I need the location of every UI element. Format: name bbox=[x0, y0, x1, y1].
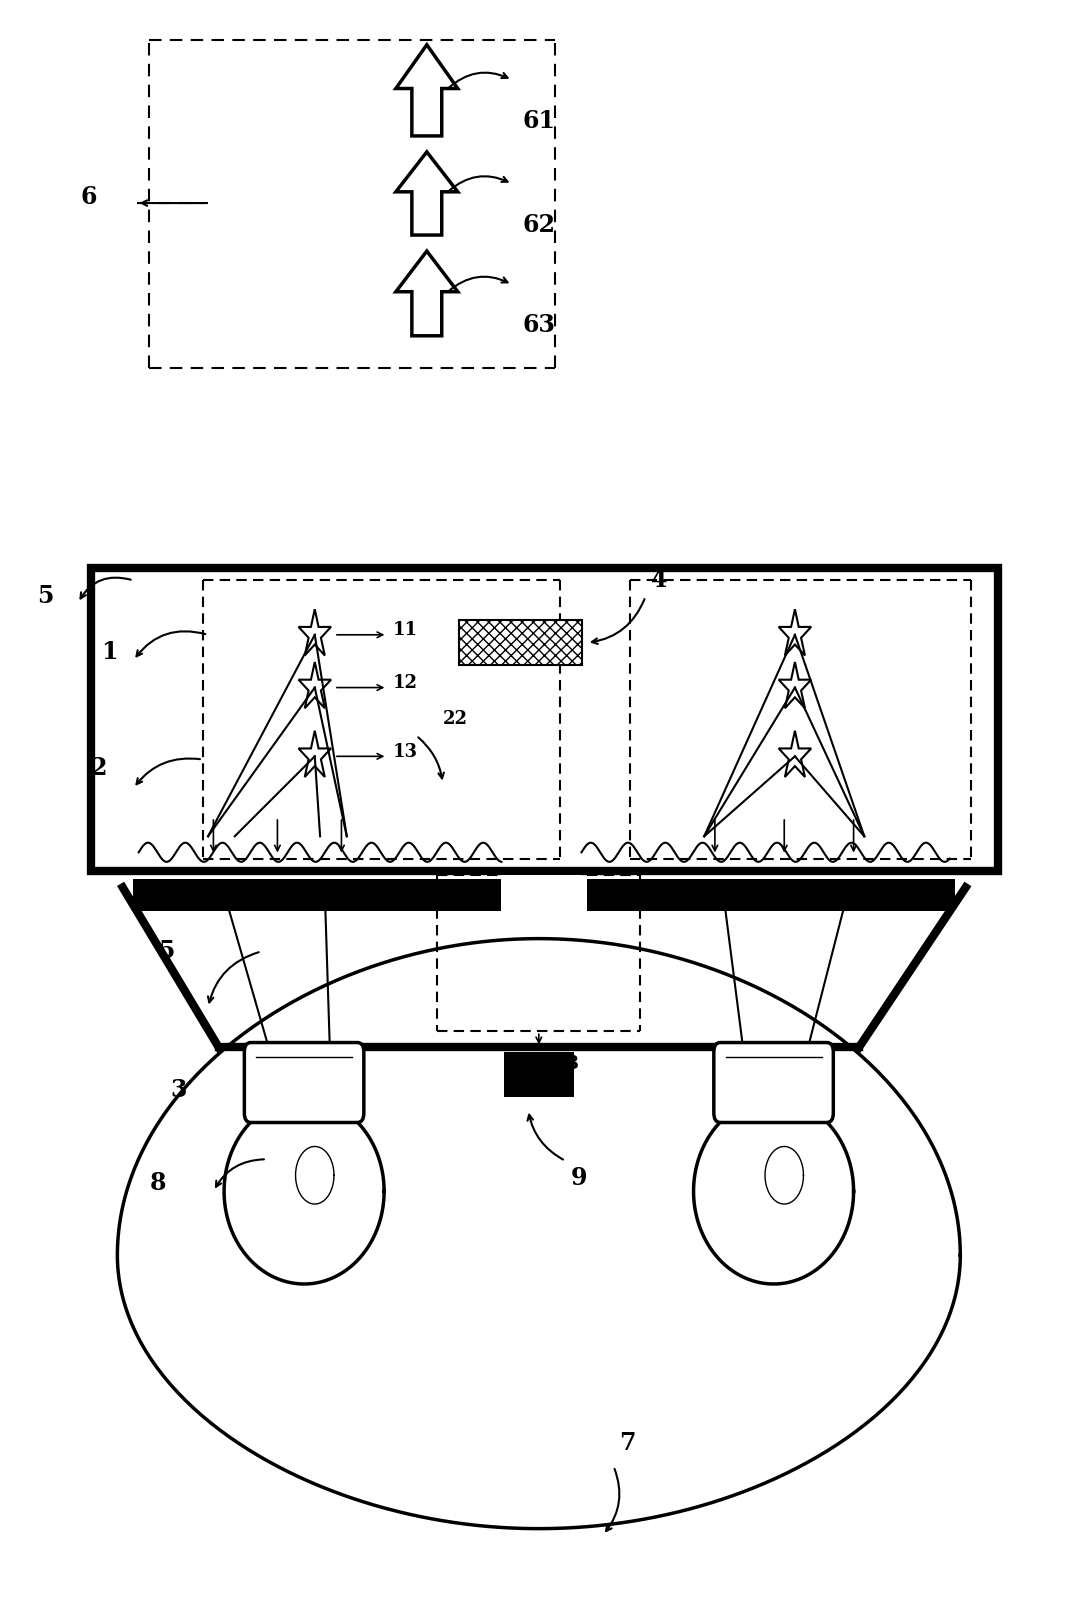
Bar bbox=[91, 568, 998, 871]
FancyBboxPatch shape bbox=[244, 1043, 364, 1122]
FancyBboxPatch shape bbox=[714, 1043, 833, 1122]
Bar bbox=[501, 875, 582, 916]
Text: 8: 8 bbox=[149, 1170, 165, 1196]
Text: 4: 4 bbox=[651, 568, 667, 592]
Text: 7: 7 bbox=[619, 1431, 635, 1455]
Text: 3: 3 bbox=[171, 1078, 187, 1102]
Bar bbox=[459, 620, 582, 665]
Text: 9: 9 bbox=[571, 1166, 587, 1190]
Bar bbox=[505, 1052, 574, 1097]
Text: 5: 5 bbox=[158, 939, 174, 964]
Text: 13: 13 bbox=[393, 742, 417, 761]
Text: 2: 2 bbox=[91, 755, 107, 780]
Text: 5: 5 bbox=[37, 584, 53, 609]
Text: 22: 22 bbox=[443, 710, 467, 728]
Text: 12: 12 bbox=[393, 673, 417, 692]
Text: 1: 1 bbox=[101, 640, 117, 665]
Text: 23: 23 bbox=[555, 1055, 579, 1073]
Bar bbox=[133, 879, 544, 911]
Text: 11: 11 bbox=[393, 620, 417, 640]
Text: 61: 61 bbox=[523, 109, 556, 133]
Bar bbox=[587, 879, 955, 911]
Text: 62: 62 bbox=[523, 213, 556, 237]
Text: 63: 63 bbox=[523, 313, 556, 337]
Text: 6: 6 bbox=[80, 184, 96, 209]
